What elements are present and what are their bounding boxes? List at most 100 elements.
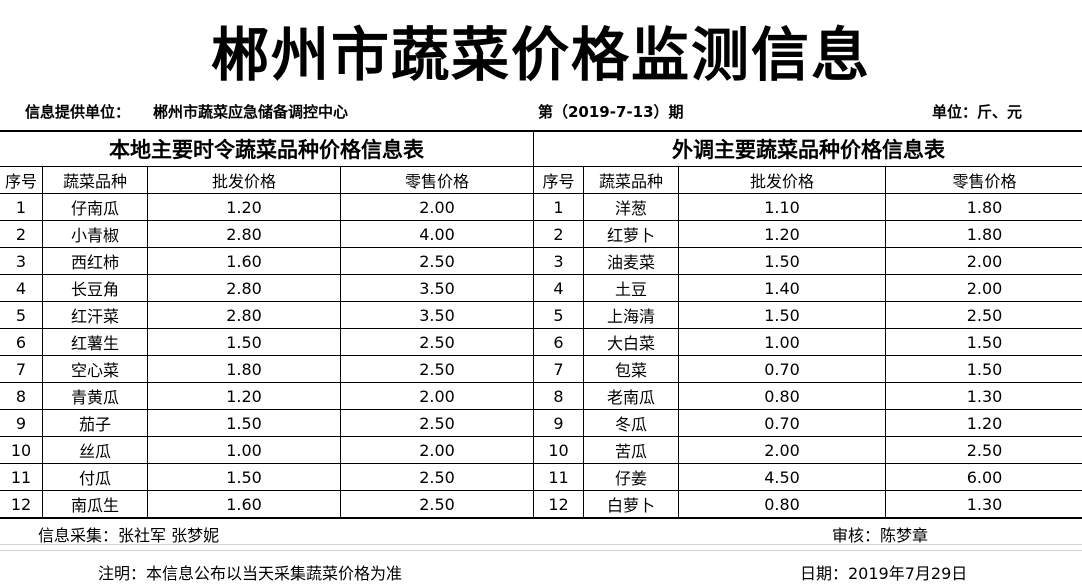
table-cell: 2.50 bbox=[340, 490, 534, 519]
table-cell: 1.00 bbox=[678, 328, 886, 356]
table-row: 9 冬瓜 0.70 1.20 bbox=[533, 409, 1082, 437]
column-header: 批发价格 bbox=[147, 166, 341, 194]
table-cell: 1.30 bbox=[885, 382, 1082, 410]
table-row: 5 上海清 1.50 2.50 bbox=[533, 301, 1082, 329]
table-cell: 1.50 bbox=[885, 355, 1082, 383]
table-cell: 仔南瓜 bbox=[42, 193, 148, 221]
table-cell: 西红柿 bbox=[42, 247, 148, 275]
table-row: 3 西红柿 1.60 2.50 bbox=[0, 247, 534, 275]
table-row: 7 空心菜 1.80 2.50 bbox=[0, 355, 534, 383]
table-cell: 1.40 bbox=[678, 274, 886, 302]
table-cell: 0.70 bbox=[678, 355, 886, 383]
table-cell: 青黄瓜 bbox=[42, 382, 148, 410]
table-cell: 2.50 bbox=[340, 328, 534, 356]
column-header: 批发价格 bbox=[678, 166, 886, 194]
table-cell: 茄子 bbox=[42, 409, 148, 437]
table-cell: 2.50 bbox=[885, 436, 1082, 464]
column-header: 蔬菜品种 bbox=[42, 166, 148, 194]
table-cell: 6 bbox=[533, 328, 584, 356]
page-title: 郴州市蔬菜价格监测信息 bbox=[210, 21, 871, 89]
table-cell: 8 bbox=[533, 382, 584, 410]
table-cell: 2.50 bbox=[340, 409, 534, 437]
table-row: 4 土豆 1.40 2.00 bbox=[533, 274, 1082, 302]
table-title: 外调主要蔬菜品种价格信息表 bbox=[533, 130, 1082, 167]
table-cell: 红萝卜 bbox=[583, 220, 679, 248]
table-cell: 1 bbox=[533, 193, 584, 221]
table-row: 8 青黄瓜 1.20 2.00 bbox=[0, 382, 534, 410]
table-cell: 1.50 bbox=[147, 328, 341, 356]
table-cell: 0.80 bbox=[678, 490, 886, 519]
table-cell: 苦瓜 bbox=[583, 436, 679, 464]
table-cell: 1.50 bbox=[678, 247, 886, 275]
table-cell: 0.80 bbox=[678, 382, 886, 410]
table-cell: 2.80 bbox=[147, 274, 341, 302]
table-cell: 2.50 bbox=[340, 247, 534, 275]
table-cell: 1.60 bbox=[147, 490, 341, 519]
table-cell: 1.20 bbox=[147, 193, 341, 221]
table-cell: 0.70 bbox=[678, 409, 886, 437]
collectors: 信息采集：张社军 张梦妮 bbox=[38, 526, 220, 545]
column-header: 序号 bbox=[0, 166, 43, 194]
table-cell: 8 bbox=[0, 382, 43, 410]
table-cell: 土豆 bbox=[583, 274, 679, 302]
table-cell: 12 bbox=[533, 490, 584, 519]
table-cell: 3.50 bbox=[340, 301, 534, 329]
table-cell: 1.80 bbox=[885, 193, 1082, 221]
unit: 单位：斤、元 bbox=[932, 103, 1023, 121]
table-cell: 白萝卜 bbox=[583, 490, 679, 519]
table-cell: 上海清 bbox=[583, 301, 679, 329]
table-row: 12 南瓜生 1.60 2.50 bbox=[0, 490, 534, 519]
table-row: 11 付瓜 1.50 2.50 bbox=[0, 463, 534, 491]
table-cell: 2.00 bbox=[885, 247, 1082, 275]
issue-number: 第（2019-7-13）期 bbox=[538, 103, 684, 121]
table-cell: 11 bbox=[533, 463, 584, 491]
table-cell: 5 bbox=[0, 301, 43, 329]
table-cell: 5 bbox=[533, 301, 584, 329]
table-cell: 1.80 bbox=[885, 220, 1082, 248]
table-cell: 老南瓜 bbox=[583, 382, 679, 410]
table-cell: 2.80 bbox=[147, 301, 341, 329]
column-header: 零售价格 bbox=[885, 166, 1082, 194]
table-row: 2 红萝卜 1.20 1.80 bbox=[533, 220, 1082, 248]
table-cell: 11 bbox=[0, 463, 43, 491]
table-cell: 6 bbox=[0, 328, 43, 356]
table-cell: 1.50 bbox=[147, 409, 341, 437]
table-cell: 1.00 bbox=[147, 436, 341, 464]
note: 注明：本信息公布以当天采集蔬菜价格为准 bbox=[98, 564, 403, 583]
table-cell: 付瓜 bbox=[42, 463, 148, 491]
local-price-table: 本地主要时令蔬菜品种价格信息表 序号 蔬菜品种 批发价格 零售价格 1 仔南瓜 1.20 2.0… bbox=[0, 130, 534, 519]
table-cell: 冬瓜 bbox=[583, 409, 679, 437]
table-cell: 洋葱 bbox=[583, 193, 679, 221]
table-row: 6 红薯生 1.50 2.50 bbox=[0, 328, 534, 356]
table-row: 10 丝瓜 1.00 2.00 bbox=[0, 436, 534, 464]
table-cell: 10 bbox=[533, 436, 584, 464]
table-cell: 包菜 bbox=[583, 355, 679, 383]
table-cell: 4 bbox=[0, 274, 43, 302]
table-row: 12 白萝卜 0.80 1.30 bbox=[533, 490, 1082, 519]
table-cell: 2.50 bbox=[885, 301, 1082, 329]
table-cell: 1 bbox=[0, 193, 43, 221]
table-cell: 4.00 bbox=[340, 220, 534, 248]
table-row: 7 包菜 0.70 1.50 bbox=[533, 355, 1082, 383]
table-cell: 1.50 bbox=[147, 463, 341, 491]
table-cell: 12 bbox=[0, 490, 43, 519]
table-cell: 1.10 bbox=[678, 193, 886, 221]
table-cell: 1.60 bbox=[147, 247, 341, 275]
table-cell: 仔姜 bbox=[583, 463, 679, 491]
provider: 郴州市蔬菜应急储备调控中心 bbox=[153, 103, 349, 121]
table-cell: 2.00 bbox=[340, 436, 534, 464]
table-row: 9 茄子 1.50 2.50 bbox=[0, 409, 534, 437]
table-row: 1 洋葱 1.10 1.80 bbox=[533, 193, 1082, 221]
table-cell: 3 bbox=[0, 247, 43, 275]
table-cell: 7 bbox=[533, 355, 584, 383]
table-cell: 大白菜 bbox=[583, 328, 679, 356]
table-cell: 1.50 bbox=[678, 301, 886, 329]
table-cell: 9 bbox=[0, 409, 43, 437]
column-header: 蔬菜品种 bbox=[583, 166, 679, 194]
table-row: 3 油麦菜 1.50 2.00 bbox=[533, 247, 1082, 275]
table-cell: 丝瓜 bbox=[42, 436, 148, 464]
reviewer: 审核：陈梦章 bbox=[832, 526, 929, 545]
table-cell: 4 bbox=[533, 274, 584, 302]
table-cell: 1.20 bbox=[885, 409, 1082, 437]
table-cell: 6.00 bbox=[885, 463, 1082, 491]
